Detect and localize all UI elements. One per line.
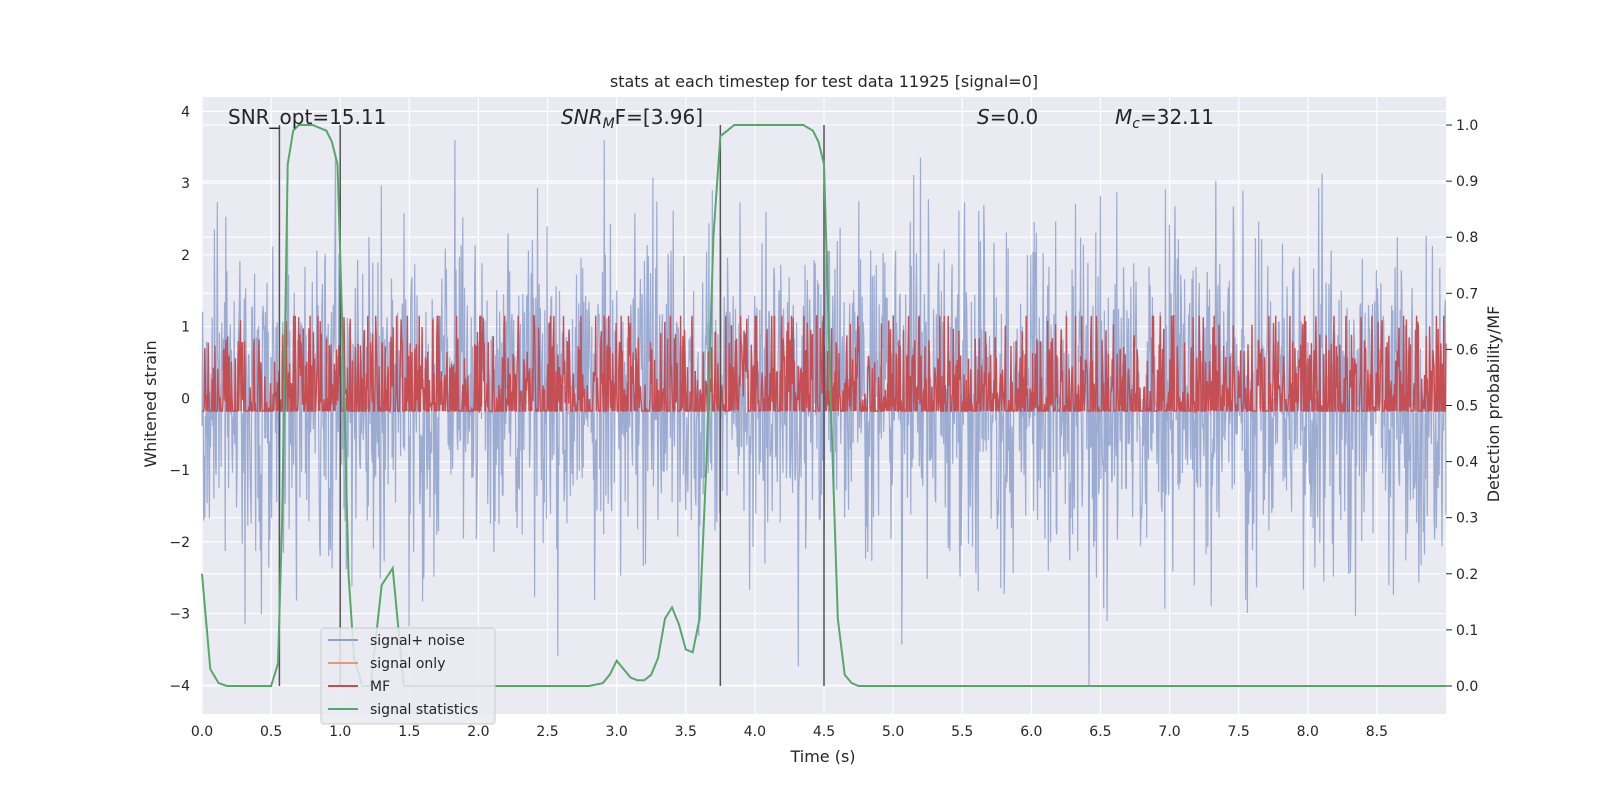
series-signal-statistics bbox=[201, 124, 1446, 687]
y-tick-label: 2 bbox=[181, 248, 190, 264]
y-tick-label: 3 bbox=[181, 176, 190, 192]
x-tick-label: 1.0 bbox=[329, 724, 351, 740]
annotation-s-rest: =0.0 bbox=[990, 105, 1039, 129]
y2-ticks: 1.0 0.9 0.8 0.7 0.6 0.5 0.4 0.3 0.2 0.1 0.0 bbox=[1446, 118, 1478, 695]
x-tick-label: 8.5 bbox=[1366, 724, 1388, 740]
annotation-s-prefix: S bbox=[977, 105, 990, 129]
y-tick-label: −3 bbox=[169, 607, 190, 623]
y2-tick-label: 0.1 bbox=[1456, 623, 1478, 639]
x-tick-label: 7.5 bbox=[1228, 724, 1250, 740]
y2-tick-label: 0.2 bbox=[1456, 567, 1478, 583]
x-tick-label: 0.0 bbox=[191, 724, 213, 740]
annotation-snr-mf-sub: M bbox=[603, 116, 615, 132]
y-tick-label: 0 bbox=[181, 391, 190, 407]
y-axis-label: Whitened strain bbox=[141, 340, 160, 467]
legend-label-signal-noise: signal+ noise bbox=[370, 633, 465, 649]
y2-axis-label: Detection probability/MF bbox=[1484, 306, 1503, 503]
x-tick-label: 3.0 bbox=[606, 724, 628, 740]
x-tick-label: 6.0 bbox=[1020, 724, 1042, 740]
x-tick-label: 5.0 bbox=[882, 724, 904, 740]
x-tick-label: 4.0 bbox=[744, 724, 766, 740]
x-tick-label: 3.5 bbox=[675, 724, 697, 740]
x-axis-label: Time (s) bbox=[789, 747, 855, 766]
y-tick-label: −1 bbox=[169, 463, 190, 479]
legend: signal+ noise signal only MF signal stat… bbox=[320, 627, 496, 725]
y2-tick-label: 0.9 bbox=[1456, 174, 1478, 190]
y2-tick-label: 0.4 bbox=[1456, 455, 1478, 471]
y-ticks: 4 3 2 1 0 −1 −2 −3 −4 bbox=[169, 104, 190, 694]
y2-tick-label: 1.0 bbox=[1456, 118, 1478, 134]
annotation-snr-opt: SNR_opt=15.11 bbox=[228, 105, 386, 129]
y2-tick-label: 0.5 bbox=[1456, 399, 1478, 415]
legend-label-mf: MF bbox=[370, 679, 390, 695]
y-tick-label: 4 bbox=[181, 104, 190, 120]
annotation-mc: Mc=32.11 bbox=[1115, 105, 1214, 132]
annotation-mc-prefix: M bbox=[1115, 105, 1132, 129]
annotation-snr-mf-prefix: SNR bbox=[561, 105, 603, 129]
x-tick-label: 6.5 bbox=[1089, 724, 1111, 740]
y2-tick-label: 0.3 bbox=[1456, 511, 1478, 527]
annotation-s: S=0.0 bbox=[977, 105, 1038, 129]
x-ticks: 0.0 0.5 1.0 1.5 2.0 2.5 3.0 3.5 4.0 4.5 5.0 5.5 6.0 6… bbox=[191, 724, 1388, 740]
x-tick-label: 8.0 bbox=[1297, 724, 1319, 740]
x-tick-label: 1.5 bbox=[398, 724, 420, 740]
y-tick-label: −4 bbox=[169, 678, 190, 694]
y2-tick-label: 0.0 bbox=[1456, 679, 1478, 695]
x-tick-label: 2.0 bbox=[467, 724, 489, 740]
y2-tick-label: 0.8 bbox=[1456, 230, 1478, 246]
annotation-mc-sub: c bbox=[1132, 116, 1140, 132]
x-tick-label: 0.5 bbox=[260, 724, 282, 740]
annotation-snr-mf: SNRMF=[3.96] bbox=[561, 105, 703, 132]
legend-label-signal-statistics: signal statistics bbox=[370, 702, 478, 718]
line-signal-statistics bbox=[201, 124, 1446, 687]
x-tick-label: 5.5 bbox=[951, 724, 973, 740]
x-tick-label: 4.5 bbox=[813, 724, 835, 740]
y2-tick-label: 0.6 bbox=[1456, 342, 1478, 358]
legend-label-signal-only: signal only bbox=[370, 656, 445, 672]
y-tick-label: 1 bbox=[181, 320, 190, 336]
x-tick-label: 7.0 bbox=[1158, 724, 1180, 740]
y-tick-label: −2 bbox=[169, 535, 190, 551]
annotation-mc-rest: =32.11 bbox=[1140, 105, 1214, 129]
chart-title: stats at each timestep for test data 119… bbox=[610, 72, 1038, 91]
annotation-snr-mf-rest: F=[3.96] bbox=[615, 105, 703, 129]
y2-tick-label: 0.7 bbox=[1456, 286, 1478, 302]
x-tick-label: 2.5 bbox=[536, 724, 558, 740]
